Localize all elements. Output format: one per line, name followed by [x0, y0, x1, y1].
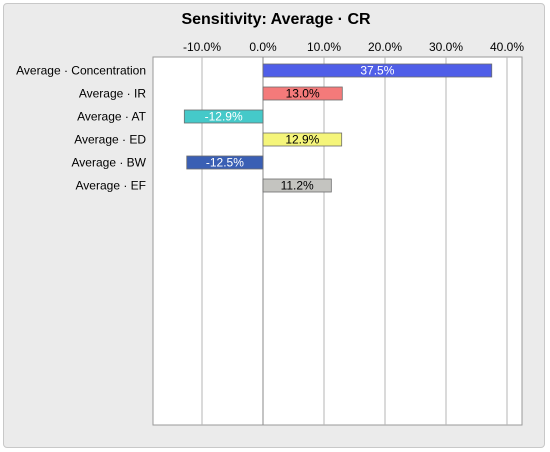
bar — [262, 63, 493, 78]
bar-value-label: -12.9% — [205, 110, 243, 124]
category-label: Average · EF — [76, 179, 146, 193]
category-label: Average · IR — [79, 87, 146, 101]
x-tick-label: 20.0% — [368, 40, 402, 54]
bar — [183, 109, 264, 124]
x-tick-label: 0.0% — [249, 40, 277, 54]
x-tick-label: 30.0% — [429, 40, 463, 54]
bar-value-label: -12.5% — [206, 156, 244, 170]
bar-value-label: 12.9% — [285, 133, 319, 147]
bar-value-label: 11.2% — [281, 179, 314, 193]
bar — [262, 132, 343, 147]
chart-title: Sensitivity: Average · CR — [181, 11, 371, 28]
category-label: Average · ED — [74, 133, 146, 147]
bar-value-label: 37.5% — [360, 64, 394, 78]
x-tick-label: 10.0% — [307, 40, 341, 54]
bar — [186, 155, 264, 170]
x-tick-label: -10.0% — [183, 40, 221, 54]
bar — [262, 86, 343, 101]
category-label: Average · AT — [77, 110, 147, 124]
category-label: Average · Concentration — [16, 64, 146, 78]
bar — [262, 178, 332, 193]
category-label: Average · BW — [72, 156, 147, 170]
bar-value-label: 13.0% — [286, 87, 320, 101]
x-tick-label: 40.0% — [490, 40, 524, 54]
